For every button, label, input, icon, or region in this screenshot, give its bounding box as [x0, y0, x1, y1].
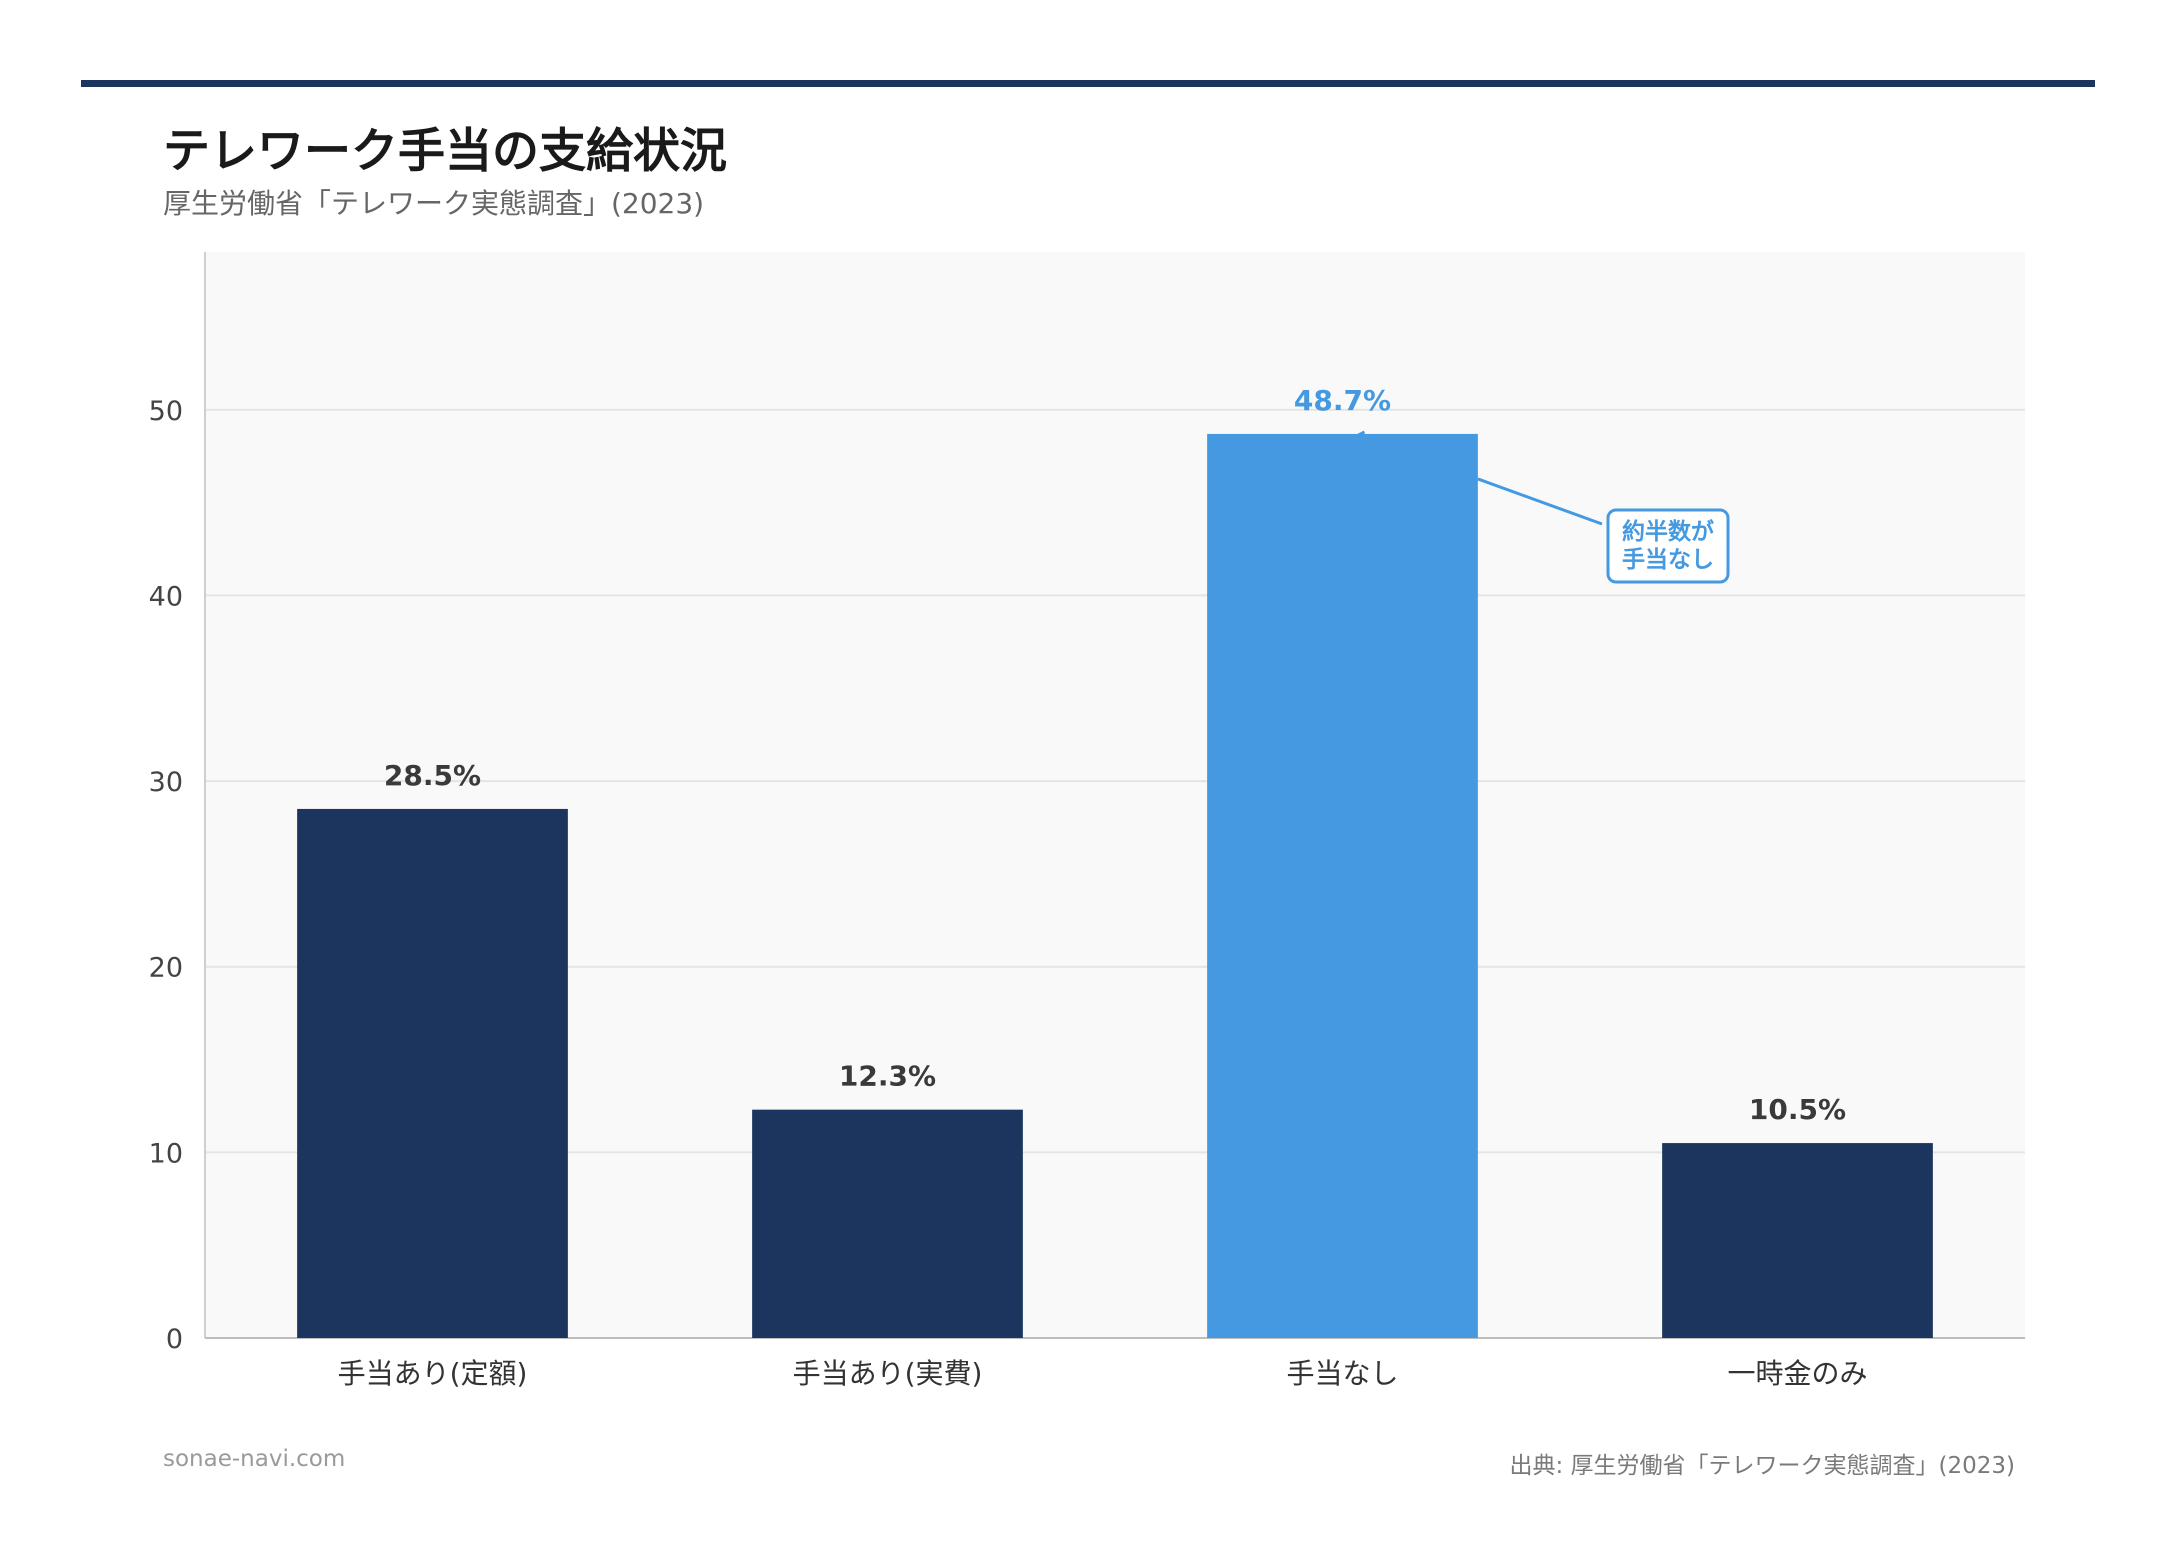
footer-site: sonae-navi.com — [163, 1446, 346, 1472]
bar-value-label: 12.3% — [839, 1060, 936, 1093]
x-tick-label: 一時金のみ — [1727, 1357, 1867, 1390]
footer-source: 出典: 厚生労働省「テレワーク実態調査」(2023) — [1509, 1453, 2015, 1479]
bar-value-label: 48.7% — [1294, 384, 1391, 417]
annotation-text: 手当なし — [1622, 547, 1714, 573]
x-tick-label: 手当なし — [1286, 1357, 1398, 1390]
y-tick-label: 40 — [149, 581, 183, 612]
bar-2 — [752, 1109, 1023, 1338]
annotation-box — [1606, 508, 1730, 584]
x-tick-label: 手当あり(定額) — [338, 1357, 528, 1390]
y-tick-label: 0 — [166, 1324, 183, 1355]
annotation-text: 約半数が — [1622, 518, 1714, 545]
y-tick-label: 50 — [149, 396, 183, 427]
y-tick-label: 10 — [149, 1138, 183, 1169]
top-rule — [81, 80, 2095, 87]
x-tick-label: 手当あり(実費) — [793, 1357, 983, 1390]
annotation-leader-line — [1477, 477, 1603, 526]
chart-subtitle: 厚生労働省「テレワーク実態調査」(2023) — [163, 187, 705, 220]
bar-1 — [297, 808, 568, 1338]
y-tick-label: 30 — [149, 767, 183, 798]
chart-title: テレワーク手当の支給状況 — [163, 124, 727, 179]
bar-4 — [1662, 1143, 1933, 1338]
bar-3 — [1207, 433, 1478, 1338]
y-tick-label: 20 — [149, 953, 183, 984]
bar-value-label: 28.5% — [384, 759, 481, 792]
bar-value-label: 10.5% — [1749, 1093, 1846, 1126]
annotation-tick — [1349, 430, 1366, 441]
